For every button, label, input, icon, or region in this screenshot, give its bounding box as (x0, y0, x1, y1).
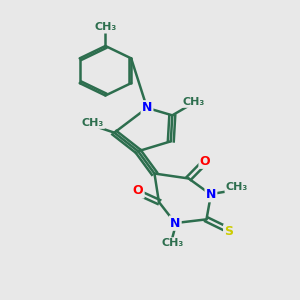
Text: N: N (206, 188, 216, 201)
Text: CH₃: CH₃ (82, 118, 104, 128)
Text: S: S (224, 225, 233, 238)
Text: CH₃: CH₃ (183, 97, 205, 107)
Text: CH₃: CH₃ (161, 238, 183, 248)
Text: N: N (170, 217, 181, 230)
Text: CH₃: CH₃ (94, 22, 116, 32)
Text: O: O (133, 184, 143, 197)
Text: CH₃: CH₃ (226, 182, 248, 192)
Text: O: O (200, 154, 210, 168)
Text: N: N (142, 101, 152, 114)
